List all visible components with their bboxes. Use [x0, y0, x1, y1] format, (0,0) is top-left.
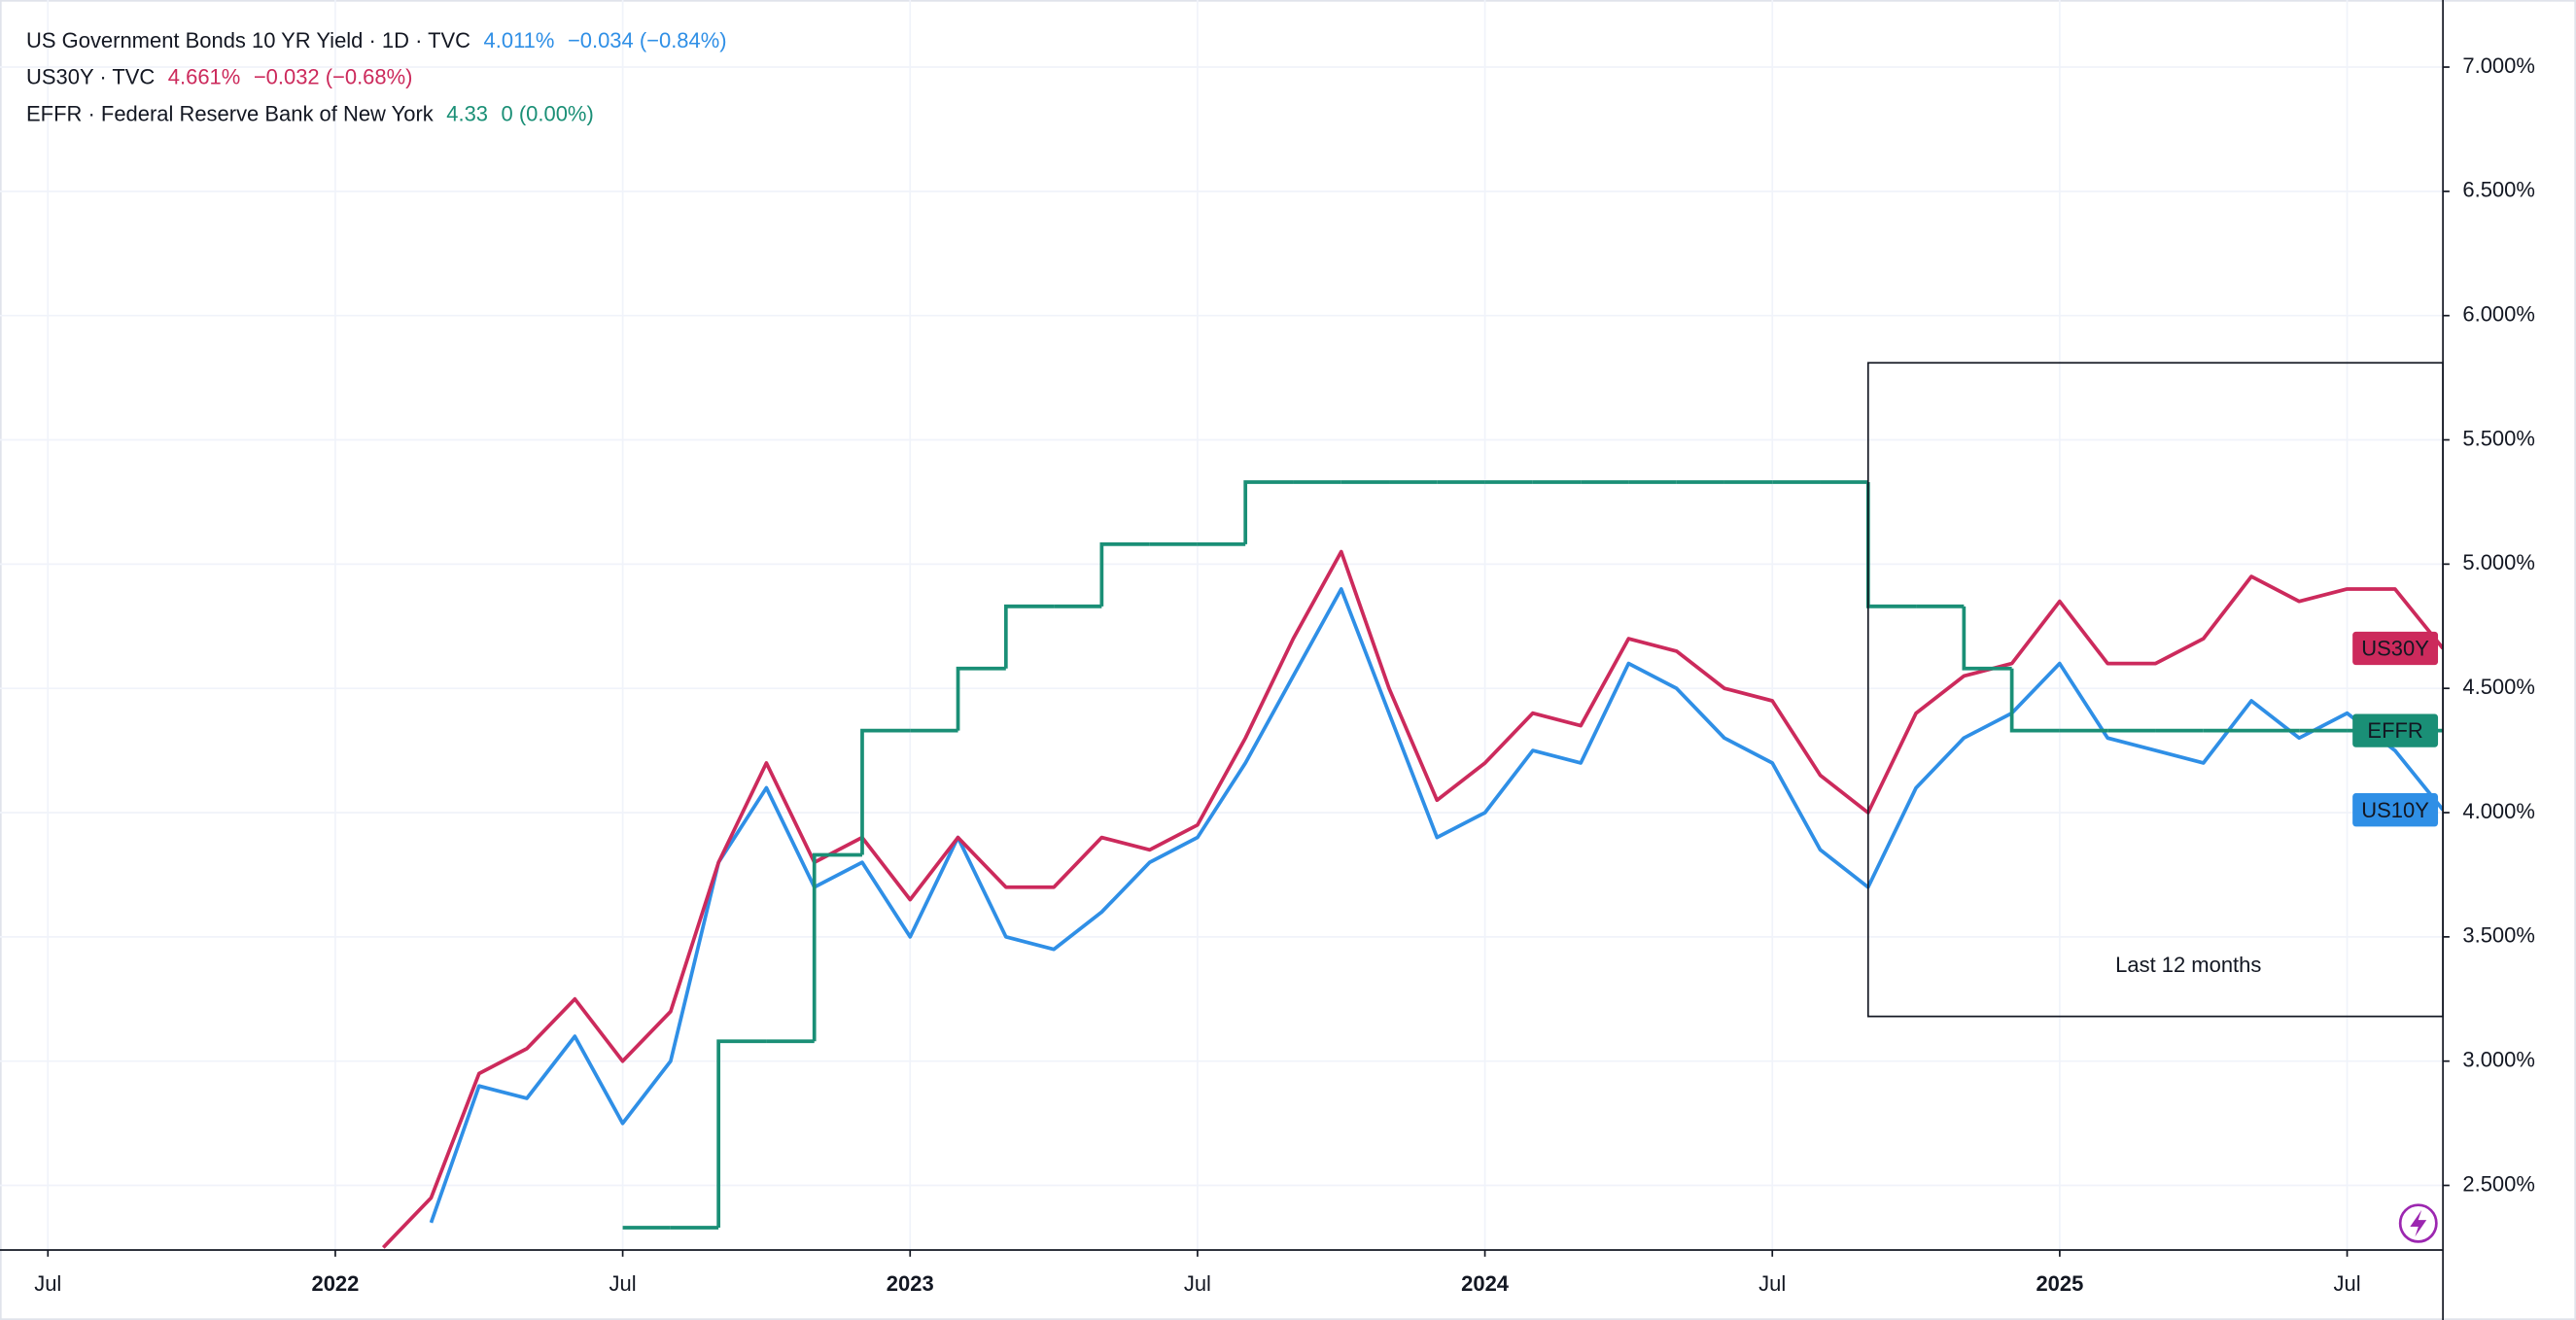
legend-value: 4.33: [446, 101, 488, 125]
step-segment: [956, 666, 1006, 731]
legend-entry: US30Y · TVC 4.661% −0.032 (−0.68%): [26, 64, 412, 88]
x-tick-label: 2023: [887, 1271, 934, 1296]
step-segment: [1099, 542, 1150, 607]
legend-entry: EFFR · Federal Reserve Bank of New York 4…: [26, 101, 594, 125]
x-tick-label: Jul: [1184, 1271, 1211, 1296]
y-tick-label: 4.500%: [2462, 675, 2535, 699]
series-line: [429, 587, 2444, 1224]
y-tick-label: 3.500%: [2462, 923, 2535, 948]
series-line: [381, 549, 2444, 1249]
y-tick-label: 5.000%: [2462, 550, 2535, 574]
y-tick-label: 2.500%: [2462, 1171, 2535, 1196]
series-name-label: EFFR: [2367, 718, 2422, 743]
x-tick-label: Jul: [34, 1271, 61, 1296]
legend-title: EFFR · Federal Reserve Bank of New York: [26, 101, 435, 125]
y-tick-label: 6.000%: [2462, 301, 2535, 326]
y-tick-label: 5.500%: [2462, 426, 2535, 450]
step-segment: [1962, 606, 2012, 671]
legend-title: US Government Bonds 10 YR Yield · 1D · T…: [26, 28, 470, 52]
legend-change: 0 (0.00%): [502, 101, 594, 125]
legend-title: US30Y · TVC: [26, 64, 155, 88]
last-value-badge: [2352, 793, 2439, 827]
step-segment: [1003, 604, 1055, 669]
y-tick-label: 7.000%: [2462, 53, 2535, 78]
legend-entry: US Government Bonds 10 YR Yield · 1D · T…: [26, 28, 727, 52]
x-tick-label: 2024: [1461, 1271, 1510, 1296]
annotation-box: [1866, 362, 2444, 1018]
legend-value: 4.011%: [484, 28, 555, 52]
x-tick-label: Jul: [609, 1271, 637, 1296]
legend-change: −0.032 (−0.68%): [254, 64, 413, 88]
last-value-badge: [2352, 631, 2439, 666]
x-tick-label: Jul: [1758, 1271, 1786, 1296]
step-segment: [812, 852, 862, 1042]
series-name-label: US30Y: [2361, 636, 2429, 660]
step-segment: [2009, 668, 2060, 733]
x-tick-label: 2025: [2036, 1271, 2083, 1296]
series-name-label: US10Y: [2361, 798, 2429, 822]
last-value-badge: [2352, 713, 2439, 747]
x-tick-label: 2022: [311, 1271, 359, 1296]
legend-value: 4.661%: [168, 64, 241, 88]
step-segment: [716, 1039, 767, 1228]
y-tick-label: 3.000%: [2462, 1047, 2535, 1071]
annotation-text: Last 12 months: [2115, 953, 2261, 977]
x-tick-label: Jul: [2334, 1271, 2361, 1296]
y-tick-label: 4.000%: [2462, 799, 2535, 823]
step-segment: [1243, 480, 1294, 544]
legend-change: −0.034 (−0.84%): [568, 28, 727, 52]
lightning-icon[interactable]: [2398, 1203, 2438, 1243]
y-tick-label: 6.500%: [2462, 178, 2535, 202]
step-segment: [860, 728, 911, 855]
